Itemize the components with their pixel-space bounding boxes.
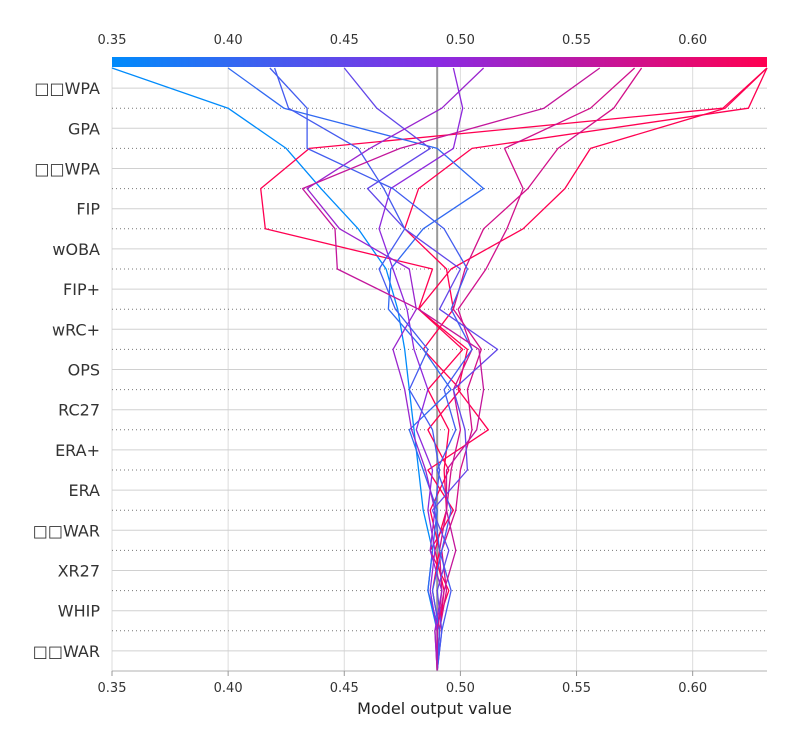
feature-label: ERA [68,481,100,500]
x-tick-label: 0.45 [330,681,359,696]
feature-label: wRC+ [52,320,100,339]
feature-label: RC27 [58,401,100,420]
x-tick-label: 0.60 [678,681,707,696]
colorbar-tick-label: 0.40 [214,33,243,48]
colorbar-tick-label: 0.50 [446,33,475,48]
decision-path-6 [436,67,643,672]
feature-label: FIP [76,200,100,219]
colorbar-tick-label: 0.55 [562,33,591,48]
decision-path-7 [436,67,636,671]
x-tick-labels: 0.35 0.40 0.45 0.50 0.55 0.60 [98,671,707,696]
x-tick-label: 0.35 [98,681,127,696]
x-tick-label: 0.50 [446,681,475,696]
colorbar-tick-label: 0.45 [330,33,359,48]
feature-label: □□WPA [34,160,100,179]
feature-label: □□WAR [33,521,100,540]
decision-path-5 [227,67,485,672]
feature-label: FIP+ [63,280,100,299]
x-axis-title: Model output value [357,699,512,718]
feature-label: GPA [68,119,100,138]
x-tick-label: 0.40 [214,681,243,696]
feature-label: □□WAR [33,642,100,661]
decision-path-8 [343,67,499,672]
feature-label: OPS [68,361,100,380]
colorbar [112,57,767,67]
decision-path-11 [273,67,452,672]
decision-path-10 [378,67,464,671]
feature-label: □□WPA [34,79,100,98]
feature-label: wOBA [52,240,100,259]
decision-paths [111,67,768,672]
colorbar-tick-label: 0.35 [98,33,127,48]
colorbar-tick-label: 0.60 [678,33,707,48]
feature-label: ERA+ [55,441,100,460]
decision-path-9 [306,67,485,672]
feature-label: XR27 [58,562,100,581]
feature-label: WHIP [58,602,101,621]
colorbar-tick-labels: 0.35 0.40 0.45 0.50 0.55 0.60 [98,33,708,48]
x-tick-label: 0.55 [562,681,591,696]
feature-labels: □□WPA GPA □□WPA FIP wOBA FIP+ wRC+ OPS RC27 ERA+ E… [33,79,101,661]
decision-path-13 [301,67,601,671]
